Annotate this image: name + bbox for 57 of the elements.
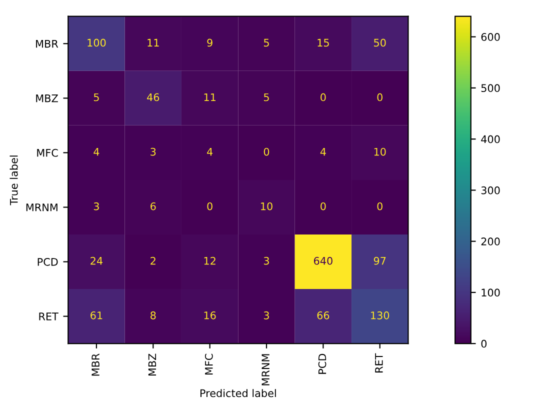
data-label: 5 (94, 93, 99, 102)
y-tick-label: MFC (37, 148, 58, 157)
y-tick-label: MRNM (26, 204, 58, 212)
data-label: 3 (150, 148, 156, 156)
y-tick-label: MBR (36, 40, 58, 48)
data-label: 12 (204, 256, 216, 265)
x-axis-title: Predicted label (200, 389, 276, 398)
data-label: 11 (204, 93, 216, 102)
x-tick-label: MRNM (262, 354, 270, 386)
data-label: 24 (90, 256, 103, 265)
x-tick-label: MBZ (148, 354, 156, 376)
y-tick-label: MBZ (36, 94, 58, 102)
color-bar-label: 300 (481, 186, 500, 194)
color-bar-label: 500 (481, 84, 500, 92)
data-label: 10 (374, 148, 386, 156)
color-bar-label: 0 (481, 340, 487, 348)
x-tick-label: MFC (204, 354, 213, 375)
data-label: 2 (150, 256, 156, 265)
data-label: 4 (207, 148, 213, 156)
data-label: 0 (377, 202, 382, 210)
data-label: 130 (371, 311, 390, 320)
data-label: 5 (264, 38, 269, 47)
data-label: 61 (90, 311, 102, 320)
data-label: 3 (264, 311, 269, 320)
y-tick-label: PCD (38, 258, 58, 266)
color-bar-label: 600 (481, 33, 500, 41)
data-label: 0 (207, 202, 212, 210)
data-label: 6 (150, 202, 156, 210)
data-label: 4 (320, 148, 326, 156)
data-label: 3 (264, 256, 269, 265)
color-bar-label: 100 (482, 288, 500, 297)
data-label: 11 (148, 38, 159, 46)
data-label: 0 (320, 93, 326, 102)
data-label: 46 (147, 93, 160, 102)
data-label: 8 (150, 311, 156, 320)
data-label: 0 (264, 148, 270, 156)
data-label: 3 (94, 202, 99, 210)
data-label: 4 (94, 148, 100, 156)
data-label: 10 (261, 202, 272, 210)
y-axis-title: True label (10, 156, 18, 206)
data-label: 50 (374, 38, 386, 47)
x-tick-label: RET (375, 353, 383, 372)
data-label: 16 (204, 311, 216, 320)
data-label: 15 (318, 38, 329, 47)
data-label: 5 (264, 93, 269, 102)
data-label: 640 (314, 256, 332, 265)
color-bar-label: 200 (481, 238, 500, 246)
x-tick-label: MBR (92, 354, 100, 376)
color-bar-label: 400 (481, 135, 500, 144)
data-label: 100 (88, 38, 106, 47)
data-label: 97 (374, 256, 386, 265)
data-label: 66 (317, 311, 330, 320)
y-tick-label: RET (39, 312, 58, 320)
data-label: 0 (320, 202, 326, 210)
x-tick-label: PCD (318, 354, 326, 374)
data-label: 0 (377, 93, 382, 102)
data-label: 9 (207, 38, 212, 47)
